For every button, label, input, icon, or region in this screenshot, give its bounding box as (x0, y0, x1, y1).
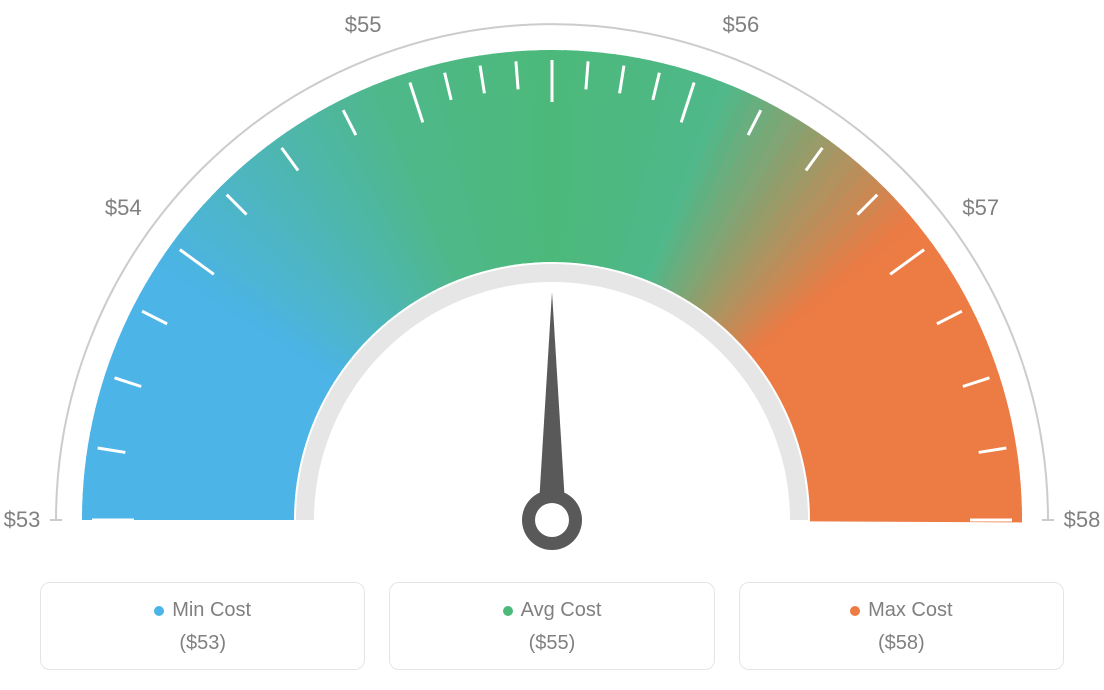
legend-min-title: Min Cost (51, 599, 354, 622)
legend-max-dot-icon (850, 606, 860, 616)
legend-max-value: ($58) (750, 632, 1053, 655)
chart-container: $53 $54 $55 $55 $56 $57 $58 Min Cost ($53) Avg… (0, 0, 1104, 690)
gauge-svg (0, 0, 1104, 560)
legend-min-label: Min Cost (172, 599, 251, 622)
gauge-scale-label: $53 (4, 507, 41, 533)
gauge-scale-label: $55 (345, 12, 382, 38)
legend-max-card: Max Cost ($58) (739, 582, 1064, 670)
legend-max-title: Max Cost (750, 599, 1053, 622)
legend-avg-label: Avg Cost (521, 599, 602, 622)
legend-min-value: ($53) (51, 632, 354, 655)
legend-min-card: Min Cost ($53) (40, 582, 365, 670)
gauge-scale-label: $55 (534, 0, 571, 3)
gauge-scale-label: $54 (105, 195, 142, 221)
legend-avg-value: ($55) (400, 632, 703, 655)
gauge-scale-label: $58 (1064, 507, 1101, 533)
gauge: $53 $54 $55 $55 $56 $57 $58 (0, 0, 1104, 560)
legend-row: Min Cost ($53) Avg Cost ($55) Max Cost (… (40, 582, 1064, 670)
gauge-scale-label: $56 (723, 12, 760, 38)
legend-min-dot-icon (154, 606, 164, 616)
legend-max-label: Max Cost (868, 599, 952, 622)
legend-avg-title: Avg Cost (400, 599, 703, 622)
gauge-scale-label: $57 (962, 195, 999, 221)
legend-avg-card: Avg Cost ($55) (389, 582, 714, 670)
legend-avg-dot-icon (503, 606, 513, 616)
